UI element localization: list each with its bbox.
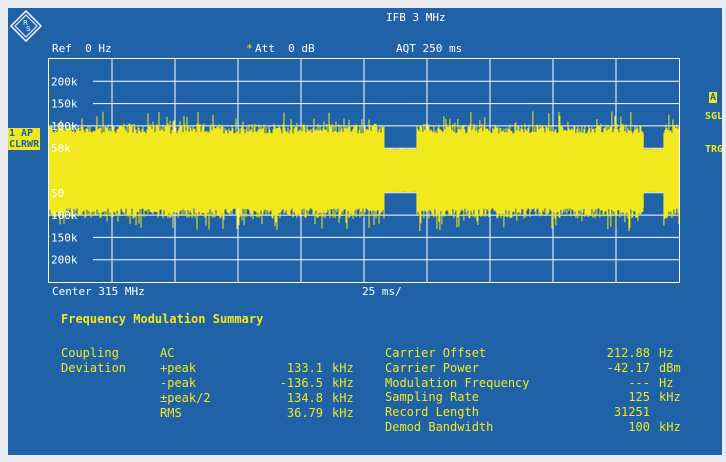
trace-mode-line1: 1 AP xyxy=(9,128,34,139)
carrier-row-value: -42.17 xyxy=(606,360,650,375)
time-scale-label: 25 ms/ xyxy=(362,285,402,298)
display-area: R S IFB 3 MHz Ref 0 Hz * Att 0 dB AQT 25… xyxy=(8,8,722,455)
y-tick-label: 200k xyxy=(51,75,78,88)
rohde-schwarz-logo-icon: R S xyxy=(10,10,42,42)
trace-spikes-segment-2 xyxy=(416,111,644,231)
deviation-row-value: 36.79 xyxy=(286,406,323,420)
y-tick: 200k xyxy=(49,253,93,267)
carrier-row-value: --- xyxy=(628,375,650,390)
carrier-row-value: 125 xyxy=(628,390,650,405)
y-tick: 50 xyxy=(51,187,64,200)
carrier-row-value: 31251 xyxy=(613,405,650,420)
trace-spikes-segment-4 xyxy=(663,114,679,226)
coupling-label: Coupling xyxy=(61,346,119,360)
carrier-row-value: 212.88 xyxy=(606,346,650,360)
carrier-row-unit: Hz xyxy=(659,375,674,390)
y-tick: 50k xyxy=(51,142,71,155)
y-tick-bg xyxy=(49,97,93,110)
deviation-row-unit: kHz xyxy=(332,376,354,390)
carrier-row-value: 100 xyxy=(628,420,650,434)
attenuation-label: Att 0 dB xyxy=(255,42,315,55)
deviation-row-name: +peak xyxy=(160,361,197,375)
trace-mode-badge: 1 AP CLRWR xyxy=(8,128,41,150)
coupling-value: AC xyxy=(160,346,175,360)
trigger-label: TRG xyxy=(705,144,722,155)
y-tick: 150k xyxy=(49,97,93,111)
carrier-row-name: Carrier Power xyxy=(385,360,479,375)
y-tick: 100k xyxy=(51,120,78,133)
y-tick: 100k xyxy=(51,209,78,222)
deviation-row-name: -peak xyxy=(160,376,197,390)
y-tick: 150k xyxy=(49,231,93,244)
carrier-row-unit: kHz xyxy=(659,420,681,434)
acquisition-time-label: AQT 250 ms xyxy=(396,42,463,55)
center-frequency-label: Center 315 MHz xyxy=(52,285,145,298)
ifb-label: IFB 3 MHz xyxy=(386,11,446,24)
deviation-row-name: ±peak/2 xyxy=(160,391,211,405)
deviation-row-value: 134.8 xyxy=(286,391,323,405)
deviation-row-value: -136.5 xyxy=(279,376,323,390)
svg-text:R: R xyxy=(23,19,28,27)
ref-level-label: Ref 0 Hz xyxy=(52,42,112,55)
carrier-row-name: Sampling Rate xyxy=(385,390,479,405)
fm-demod-svg: 200k 150k 100k 50k 50 100k 150k 200k xyxy=(49,59,679,282)
deviation-row-unit: kHz xyxy=(332,391,354,405)
y-tick-bg xyxy=(49,253,93,266)
y-tick-label: 150k xyxy=(51,98,78,111)
y-tick-label: 50k xyxy=(51,142,71,155)
carrier-row-name: Modulation Frequency xyxy=(385,375,530,390)
deviation-row-value: 133.1 xyxy=(286,361,323,375)
att-marker: * xyxy=(246,42,253,55)
carrier-row-unit: kHz xyxy=(659,390,681,405)
fm-demod-plot: 200k 150k 100k 50k 50 100k 150k 200k xyxy=(48,58,680,283)
y-tick-label: 200k xyxy=(51,254,78,267)
summary-title: Frequency Modulation Summary xyxy=(61,312,264,326)
y-tick-bg xyxy=(49,75,93,88)
trace-spikes-segment-3 xyxy=(643,148,665,193)
y-tick-label: 50 xyxy=(51,187,64,200)
svg-text:S: S xyxy=(26,25,31,33)
y-tick: 200k xyxy=(49,75,93,88)
y-tick-bg xyxy=(49,231,93,244)
deviation-row-unit: kHz xyxy=(332,406,354,420)
y-tick-label: 100k xyxy=(51,209,78,222)
trace-spikes-segment-0 xyxy=(49,111,385,231)
y-tick-label: 100k xyxy=(51,120,78,133)
trace-a-badge: A xyxy=(709,92,718,103)
trace-mode-line2: CLRWR xyxy=(9,139,40,150)
carrier-row-unit: dBm xyxy=(659,360,681,375)
y-tick-label: 150k xyxy=(51,231,78,244)
carrier-row-name: Carrier Offset xyxy=(385,346,487,360)
single-sweep-label: SGL xyxy=(705,111,722,122)
carrier-row-unit: Hz xyxy=(659,346,674,360)
trace-spikes-segment-1 xyxy=(383,148,417,193)
carrier-row-name: Record Length xyxy=(385,405,479,420)
deviation-row-unit: kHz xyxy=(332,361,354,375)
deviation-row-name: RMS xyxy=(160,406,182,420)
deviation-label: Deviation xyxy=(61,361,127,375)
carrier-row-name: Demod Bandwidth xyxy=(385,420,494,434)
